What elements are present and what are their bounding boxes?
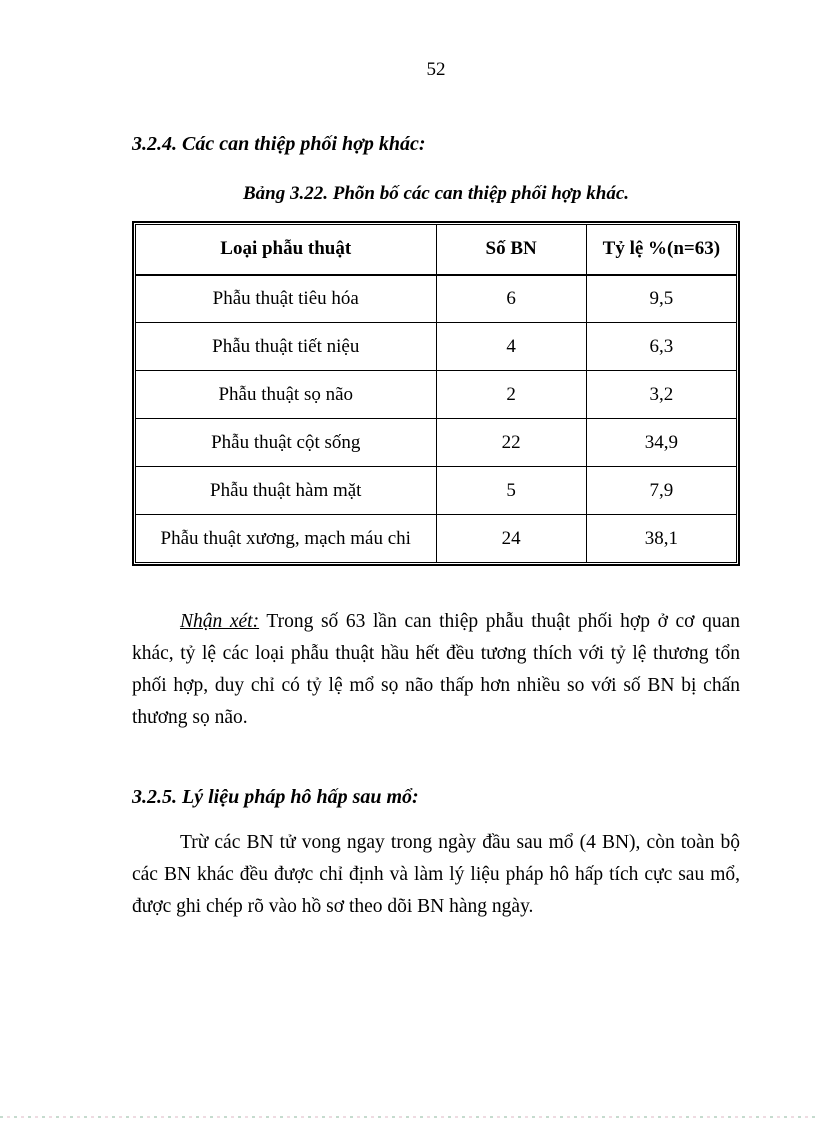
table-row: Phẫu thuật hàm mặt 5 7,9 xyxy=(135,466,738,515)
table-row: Phẫu thuật cột sống 22 34,9 xyxy=(135,418,738,467)
table-row: Phẫu thuật tiêu hóa 6 9,5 xyxy=(135,274,738,323)
cell-patient-count: 2 xyxy=(435,370,587,419)
table-header-row: Loại phẫu thuật Số BN Tỷ lệ %(n=63) xyxy=(135,224,738,276)
cell-percentage: 6,3 xyxy=(585,322,738,371)
column-header-percentage: Tỷ lệ %(n=63) xyxy=(585,224,738,276)
column-header-surgery-type: Loại phẫu thuật xyxy=(135,224,437,276)
cell-patient-count: 22 xyxy=(435,418,587,467)
table-row: Phẫu thuật tiết niệu 4 6,3 xyxy=(135,322,738,371)
cell-percentage: 3,2 xyxy=(585,370,738,419)
note-text: Trong số 63 lần can thiệp phẫu thuật phố… xyxy=(132,611,740,728)
page-bottom-dotted-line xyxy=(0,1116,816,1118)
body-paragraph: Trừ các BN tử vong ngay trong ngày đầu s… xyxy=(132,832,740,917)
cell-percentage: 7,9 xyxy=(585,466,738,515)
cell-patient-count: 6 xyxy=(435,274,587,323)
cell-patient-count: 5 xyxy=(435,466,587,515)
table-row: Phẫu thuật sọ não 2 3,2 xyxy=(135,370,738,419)
cell-percentage: 34,9 xyxy=(585,418,738,467)
cell-patient-count: 24 xyxy=(435,514,587,563)
cell-surgery-type: Phẫu thuật hàm mặt xyxy=(135,466,437,515)
surgery-table-border: Loại phẫu thuật Số BN Tỷ lệ %(n=63) Phẫu… xyxy=(132,221,740,566)
surgery-table: Loại phẫu thuật Số BN Tỷ lệ %(n=63) Phẫu… xyxy=(135,224,738,563)
page-content: 52 3.2.4. Các can thiệp phối hợp khác: B… xyxy=(132,0,740,923)
cell-percentage: 9,5 xyxy=(585,274,738,323)
cell-surgery-type: Phẫu thuật cột sống xyxy=(135,418,437,467)
cell-surgery-type: Phẫu thuật sọ não xyxy=(135,370,437,419)
note-paragraph: Nhận xét: Trong số 63 lần can thiệp phẫu… xyxy=(132,606,740,734)
cell-surgery-type: Phẫu thuật tiết niệu xyxy=(135,322,437,371)
table-row: Phẫu thuật xương, mạch máu chi 24 38,1 xyxy=(135,514,738,563)
cell-surgery-type: Phẫu thuật xương, mạch máu chi xyxy=(135,514,437,563)
column-header-patient-count: Số BN xyxy=(435,224,587,276)
note-label: Nhận xét: xyxy=(180,611,260,632)
cell-patient-count: 4 xyxy=(435,322,587,371)
section-heading-3-2-4: 3.2.4. Các can thiệp phối hợp khác: xyxy=(132,133,426,155)
section-heading-3-2-5: 3.2.5. Lý liệu pháp hô hấp sau mổ: xyxy=(132,786,419,808)
page-number: 52 xyxy=(426,59,446,80)
cell-surgery-type: Phẫu thuật tiêu hóa xyxy=(135,274,437,323)
cell-percentage: 38,1 xyxy=(585,514,738,563)
table-caption: Bảng 3.22. Phõn bố các can thiệp phối hợ… xyxy=(242,183,629,204)
